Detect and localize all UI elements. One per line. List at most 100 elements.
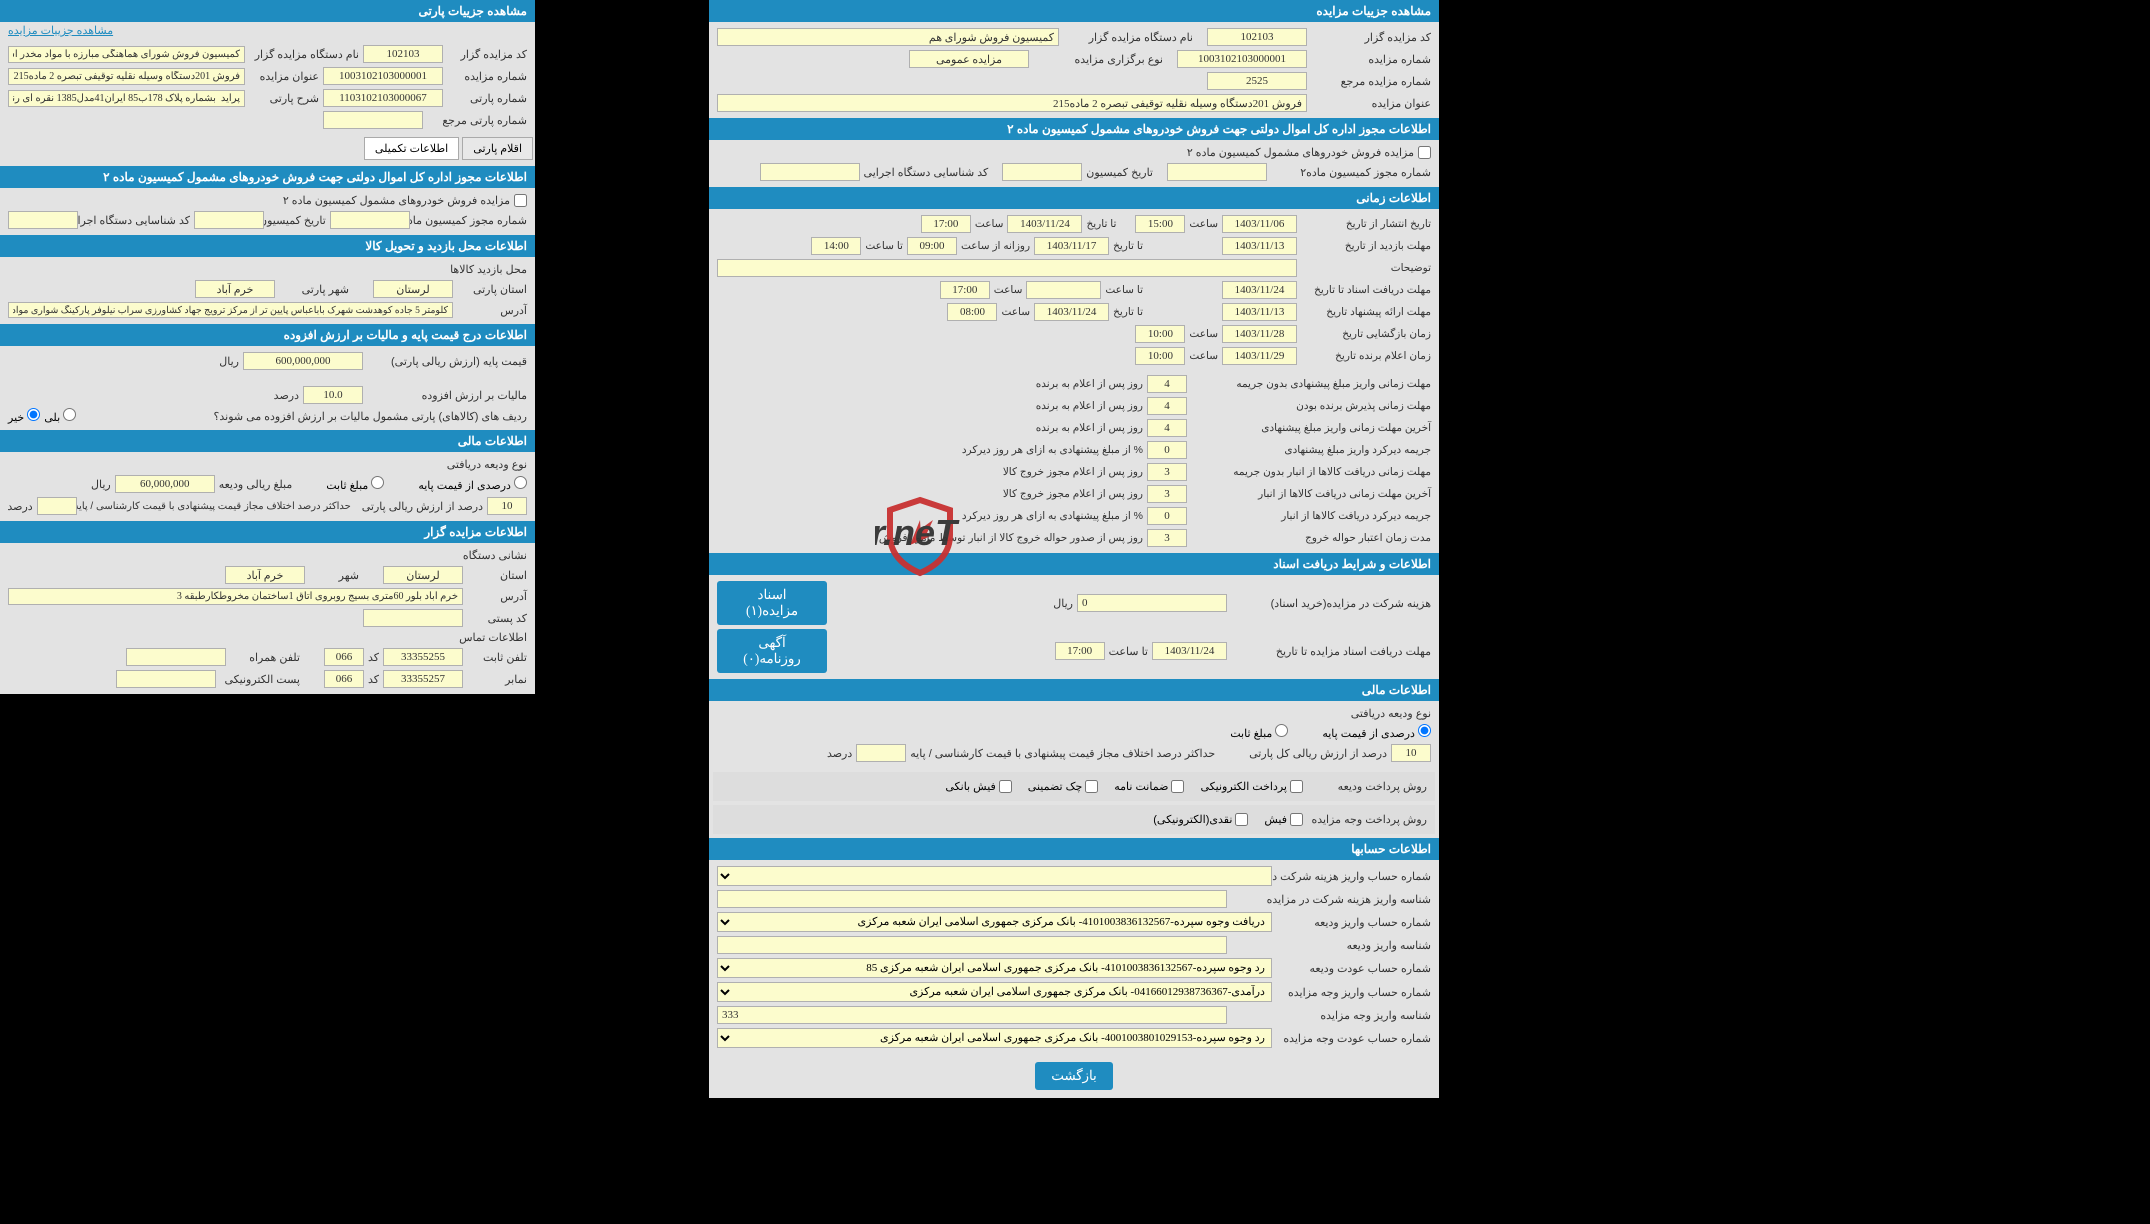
r-comm-no-input[interactable]	[330, 211, 410, 229]
deposit-id-label: شناسه واریز ودیعه	[1231, 939, 1431, 952]
r-commission-check[interactable]	[514, 194, 527, 207]
r-title-input[interactable]	[8, 68, 245, 85]
receive1-input[interactable]	[1147, 463, 1187, 481]
r-pct-val-input[interactable]	[487, 497, 527, 515]
fee-input[interactable]	[1077, 594, 1227, 612]
receipt-check[interactable]: فیش بانکی	[945, 780, 1011, 793]
deposit-pct-input[interactable]	[1391, 744, 1431, 762]
validity-input[interactable]	[1147, 529, 1187, 547]
r-base-input[interactable]	[243, 352, 363, 370]
pct-base-radio[interactable]	[1418, 724, 1431, 737]
exec-id-input[interactable]	[760, 163, 860, 181]
notes-input[interactable]	[717, 259, 1297, 277]
ref-no-input[interactable]	[1207, 72, 1307, 90]
fine3-input[interactable]	[1147, 419, 1187, 437]
check-check[interactable]: چک تضمینی	[1028, 780, 1098, 793]
r-org-province-input[interactable]	[383, 566, 463, 584]
r-ref-input[interactable]	[323, 111, 423, 129]
r-fixed-radio[interactable]: مبلغ ثابت	[326, 476, 384, 492]
visit-from-input[interactable]	[1222, 237, 1297, 255]
comm-date-input[interactable]	[1002, 163, 1082, 181]
opening-time-input[interactable]	[1135, 325, 1185, 343]
refund-acc-select[interactable]: رد وجوه سپرده-4101003836132567- بانک مرک…	[717, 958, 1272, 978]
doc-deadline-time-input[interactable]	[1055, 642, 1105, 660]
r-code-input-2[interactable]	[324, 670, 364, 688]
submit-time-input[interactable]	[947, 303, 997, 321]
epay-check[interactable]: پرداخت الکترونیکی	[1200, 780, 1303, 793]
r-no-radio[interactable]: خیر	[8, 408, 40, 424]
comm-no-input[interactable]	[1167, 163, 1267, 181]
submit-from-input[interactable]	[1222, 303, 1297, 321]
r-no-input[interactable]	[323, 67, 443, 85]
publish-to-input[interactable]	[1007, 215, 1082, 233]
r-party-no-input[interactable]	[323, 89, 443, 107]
winner-input[interactable]	[1222, 347, 1297, 365]
refund2-select[interactable]: رد وجوه سپرده-4001003801029153- بانک مرک…	[717, 1028, 1272, 1048]
doc-deadline-input[interactable]	[1152, 642, 1227, 660]
daily-from-input[interactable]	[907, 237, 957, 255]
r-org-addr-input[interactable]	[8, 588, 463, 605]
doc-empty-input[interactable]	[1026, 281, 1101, 299]
deposit-id-input[interactable]	[717, 936, 1227, 954]
max-diff-input[interactable]	[856, 744, 906, 762]
r-code-input[interactable]	[324, 648, 364, 666]
r-amount-input[interactable]	[115, 475, 215, 493]
auction-id-input[interactable]	[717, 1006, 1227, 1024]
r-org-city-input[interactable]	[225, 566, 305, 584]
fixed-radio-label[interactable]: مبلغ ثابت	[1230, 724, 1288, 740]
fee-acc-select[interactable]	[717, 866, 1272, 886]
visit-to-input[interactable]	[1034, 237, 1109, 255]
type-input[interactable]	[909, 50, 1029, 68]
fine2-input[interactable]	[1147, 397, 1187, 415]
back-button[interactable]: بازگشت	[1035, 1062, 1113, 1090]
daily-to-input[interactable]	[811, 237, 861, 255]
auction-no-input[interactable]	[1177, 50, 1307, 68]
r-city-input[interactable]	[195, 280, 275, 298]
r-code-input[interactable]	[363, 45, 443, 63]
r-postal-input[interactable]	[363, 609, 463, 627]
newspaper-button[interactable]: آگهی روزنامه(۰)	[717, 629, 827, 673]
r-province-input[interactable]	[373, 280, 453, 298]
doc-from-input[interactable]	[1222, 281, 1297, 299]
docs-button[interactable]: اسناد مزایده(۱)	[717, 581, 827, 625]
r-tax-input[interactable]	[303, 386, 363, 404]
tab-details[interactable]: اطلاعات تکمیلی	[364, 137, 459, 160]
r-org-input[interactable]	[8, 46, 245, 63]
r-phone-input[interactable]	[383, 648, 463, 666]
r-yes-radio[interactable]: بلی	[44, 408, 76, 424]
fine1-input[interactable]	[1147, 375, 1187, 393]
doc-time-input[interactable]	[940, 281, 990, 299]
r-addr-input[interactable]	[8, 302, 453, 318]
commission-checkbox[interactable]	[1418, 146, 1431, 159]
auction-acc-select[interactable]: درآمدی-04166012938736367- بانک مرکزی جمه…	[717, 982, 1272, 1002]
view-details-link[interactable]: مشاهده جزییات مزایده	[8, 25, 113, 37]
r-exec-input[interactable]	[8, 211, 78, 229]
r-email-input[interactable]	[116, 670, 216, 688]
r-pct-radio[interactable]: درصدی از قیمت پایه	[418, 476, 527, 492]
guarantee-check[interactable]: ضمانت نامه	[1114, 780, 1184, 793]
opening-input[interactable]	[1222, 325, 1297, 343]
winner-time-input[interactable]	[1135, 347, 1185, 365]
publish-from-input[interactable]	[1222, 215, 1297, 233]
penalty2-input[interactable]	[1147, 507, 1187, 525]
cash-check[interactable]: نقدی(الکترونیکی)	[1153, 813, 1248, 826]
r-desc-input[interactable]	[8, 90, 245, 107]
r-comm-date-input[interactable]	[194, 211, 264, 229]
auction-code-input[interactable]	[1207, 28, 1307, 46]
publish-to-time-input[interactable]	[921, 215, 971, 233]
title-input[interactable]	[717, 94, 1307, 112]
receive2-input[interactable]	[1147, 485, 1187, 503]
penalty1-input[interactable]	[1147, 441, 1187, 459]
r-fax-input[interactable]	[383, 670, 463, 688]
submit-to-input[interactable]	[1034, 303, 1109, 321]
r-max-input[interactable]	[37, 497, 77, 515]
deposit-acc-select[interactable]: دریافت وجوه سپرده-4101003836132567- بانک…	[717, 912, 1272, 932]
fixed-radio[interactable]	[1275, 724, 1288, 737]
publish-time-input[interactable]	[1135, 215, 1185, 233]
tab-items[interactable]: اقلام پارتی	[462, 137, 533, 160]
fee-id-input[interactable]	[717, 890, 1227, 908]
pct-base-radio-label[interactable]: درصدی از قیمت پایه	[1322, 724, 1431, 740]
r-mobile-input[interactable]	[126, 648, 226, 666]
fish-check[interactable]: فیش	[1264, 813, 1303, 826]
org-input[interactable]	[717, 28, 1059, 46]
